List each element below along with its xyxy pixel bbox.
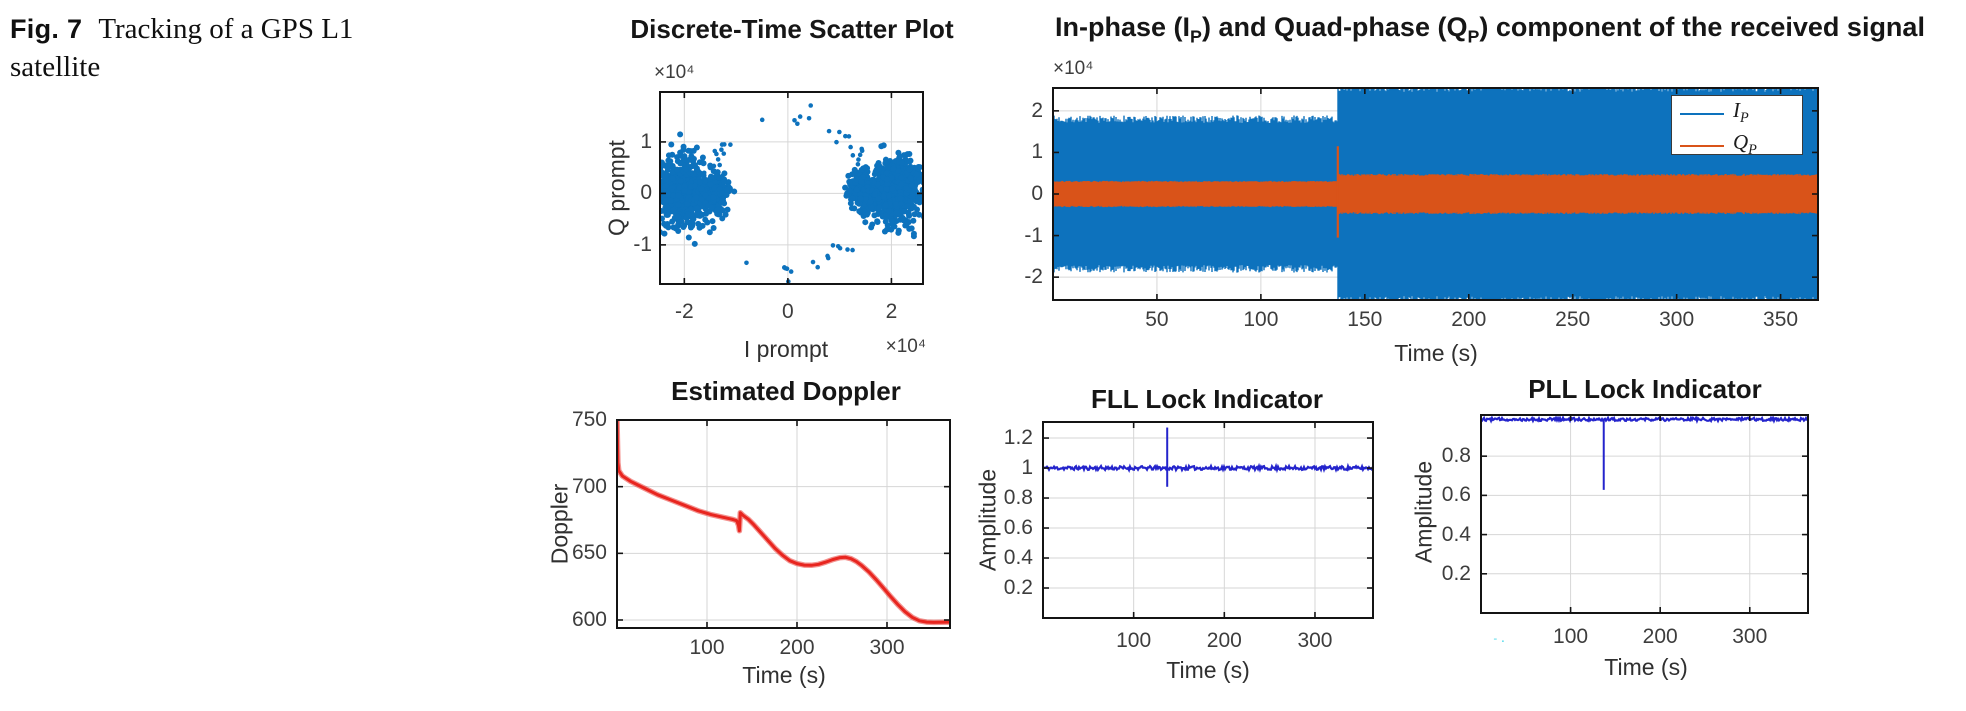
tick-label-x: 250 bbox=[1555, 308, 1591, 331]
chart-title: Estimated Doppler bbox=[671, 376, 901, 406]
legend-label: QP bbox=[1733, 130, 1757, 159]
title-segment: ) and Quad-phase (Q bbox=[1201, 12, 1468, 42]
title-subscript: P bbox=[1467, 26, 1480, 47]
tick-label-y: 0.8 bbox=[1003, 486, 1033, 510]
fll-plot-canvas bbox=[1042, 421, 1374, 619]
tick-label-x: 200 bbox=[779, 636, 815, 659]
tick-label-y: 0.6 bbox=[1003, 516, 1033, 540]
y-axis-label: Amplitude bbox=[1410, 460, 1437, 564]
legend-swatch bbox=[1680, 113, 1724, 116]
tick-label-x: 50 bbox=[1145, 308, 1169, 331]
chart-title: Discrete-Time Scatter Plot bbox=[630, 14, 954, 44]
axis-ticks bbox=[617, 419, 950, 628]
figure-label: Fig. 7 bbox=[10, 14, 83, 44]
tick-label-x: 0 bbox=[782, 300, 794, 323]
tick-label-x: 300 bbox=[1732, 625, 1768, 648]
iq-plot-canvas bbox=[1052, 87, 1819, 301]
legend-item: IP bbox=[1680, 98, 1794, 130]
series bbox=[1481, 415, 1808, 490]
tick-label-x: 100 bbox=[1553, 625, 1589, 648]
scatter-plot-canvas bbox=[659, 91, 924, 285]
x-axis-label: Time (s) bbox=[1394, 340, 1478, 366]
tick-label-y: 0.6 bbox=[1441, 483, 1471, 507]
tick-label-x: 150 bbox=[1347, 308, 1383, 331]
tick-label-x: 100 bbox=[1243, 308, 1279, 331]
tick-label-y: 0.4 bbox=[1441, 522, 1471, 546]
series bbox=[1043, 427, 1373, 487]
axis-ticks bbox=[1053, 88, 1818, 300]
doppler-plot-canvas bbox=[616, 419, 951, 629]
tick-label-y: 1 bbox=[640, 129, 652, 153]
tick-label-y: 650 bbox=[571, 541, 607, 565]
grid bbox=[617, 419, 950, 628]
figure-caption-text: Tracking of a GPS L1 satellite bbox=[10, 13, 354, 83]
tick-label-x: 300 bbox=[869, 636, 905, 659]
tick-label-x: 200 bbox=[1642, 625, 1678, 648]
tick-label-x: 350 bbox=[1763, 308, 1799, 331]
series bbox=[617, 420, 950, 626]
legend-item: QP bbox=[1680, 130, 1794, 162]
chart-title: In-phase (IP) and Quad-phase (QP) compon… bbox=[1055, 12, 1925, 47]
axis-ticks bbox=[660, 92, 923, 284]
tick-label-y: 700 bbox=[571, 474, 607, 498]
tick-label-x: 100 bbox=[1116, 629, 1152, 652]
figure-caption: Fig. 7 Tracking of a GPS L1 satellite bbox=[10, 10, 446, 86]
chart-title: FLL Lock Indicator bbox=[1090, 384, 1324, 414]
pll-plot-canvas bbox=[1480, 414, 1809, 614]
axis-ticks bbox=[1481, 415, 1808, 613]
y-axis-multiplier: ×10⁴ bbox=[1053, 58, 1094, 79]
grid bbox=[1481, 415, 1808, 613]
tick-label-y: 0 bbox=[640, 181, 652, 205]
legend-label: IP bbox=[1733, 98, 1749, 127]
series bbox=[1053, 88, 1818, 300]
tick-label-y: 0 bbox=[1031, 182, 1043, 205]
tick-label-y: 0.2 bbox=[1441, 561, 1471, 585]
tick-label-x: 2 bbox=[885, 300, 898, 323]
y-axis-multiplier: ×10⁴ bbox=[654, 62, 695, 83]
tick-label-y: 1 bbox=[1021, 456, 1033, 480]
x-axis-label: Time (s) bbox=[742, 662, 826, 688]
tick-label-y: -1 bbox=[633, 232, 652, 256]
x-axis-label: Time (s) bbox=[1166, 657, 1250, 683]
tick-label-y: 1.2 bbox=[1003, 426, 1033, 450]
tick-label-y: -2 bbox=[1024, 265, 1043, 289]
stray-cyan-artifact: -. bbox=[1492, 632, 1508, 645]
title-segment: In-phase (I bbox=[1055, 12, 1191, 42]
tick-label-y: 0.8 bbox=[1441, 444, 1471, 468]
tick-label-y: 2 bbox=[1031, 98, 1043, 122]
title-subscript: P bbox=[1190, 26, 1202, 47]
tick-label-x: 200 bbox=[1451, 308, 1487, 331]
tick-label-x: 200 bbox=[1206, 629, 1242, 652]
tick-label-x: -2 bbox=[674, 300, 694, 323]
tick-label-y: 1 bbox=[1031, 140, 1043, 164]
legend-swatch bbox=[1680, 145, 1724, 148]
tick-label-y: 600 bbox=[571, 608, 607, 631]
tick-label-y: -1 bbox=[1024, 223, 1043, 247]
title-segment: ) component of the received signal bbox=[1479, 12, 1925, 42]
axis-ticks bbox=[1043, 422, 1373, 618]
x-axis-label: I prompt bbox=[743, 336, 829, 362]
tick-label-y: 0.2 bbox=[1003, 576, 1033, 599]
tick-label-y: 0.4 bbox=[1003, 546, 1033, 569]
legend: IP QP bbox=[1671, 95, 1803, 158]
chart-title: PLL Lock Indicator bbox=[1528, 374, 1762, 404]
tick-label-x: 300 bbox=[1297, 629, 1333, 652]
x-axis-multiplier: ×10⁴ bbox=[885, 336, 926, 357]
x-axis-label: Time (s) bbox=[1604, 654, 1688, 680]
tick-label-x: 100 bbox=[689, 636, 725, 659]
grid bbox=[1043, 422, 1373, 618]
tick-label-x: 300 bbox=[1659, 308, 1695, 331]
tick-label-y: 750 bbox=[571, 408, 607, 431]
series bbox=[660, 103, 923, 284]
